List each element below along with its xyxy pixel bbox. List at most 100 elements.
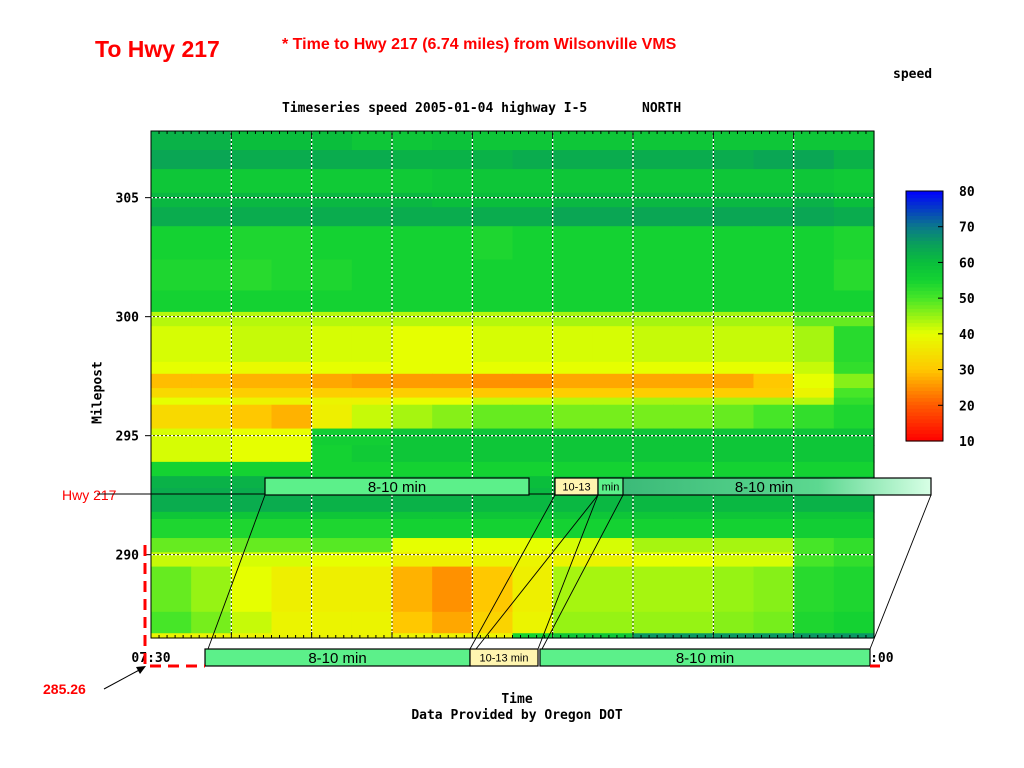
heatmap-cell bbox=[311, 169, 353, 194]
heatmap-cell bbox=[271, 461, 313, 477]
heatmap-cell bbox=[592, 633, 634, 639]
colorbar-segment bbox=[906, 423, 943, 428]
heatmap-cell bbox=[271, 445, 313, 463]
heatmap-cell bbox=[392, 518, 433, 539]
colorbar-segment bbox=[906, 437, 943, 442]
heatmap-cell bbox=[793, 326, 835, 363]
heatmap-cell bbox=[151, 488, 192, 513]
heatmap-cell bbox=[512, 361, 554, 375]
heatmap-cell bbox=[432, 566, 473, 613]
y-tick-label: 300 bbox=[116, 311, 140, 326]
heatmap-cell bbox=[793, 361, 835, 375]
heatmap-cell bbox=[512, 428, 554, 446]
heatmap-cell bbox=[311, 552, 353, 568]
colorbar-segment bbox=[906, 408, 943, 414]
colorbar-tick-label: 70 bbox=[959, 221, 975, 236]
colorbar-segment bbox=[906, 230, 943, 235]
heatmap-cell bbox=[633, 131, 674, 151]
heatmap-cell bbox=[311, 397, 353, 406]
heatmap-cell bbox=[311, 326, 353, 363]
heatmap-cell bbox=[633, 311, 674, 327]
heatmap-cell bbox=[713, 373, 755, 389]
heatmap-cell bbox=[351, 633, 393, 639]
heatmap-cell bbox=[673, 373, 714, 389]
travel-time-box-label: 8-10 min bbox=[308, 650, 366, 667]
heatmap-cell bbox=[753, 290, 795, 313]
colorbar-segment bbox=[906, 387, 943, 392]
heatmap-cell bbox=[472, 361, 514, 375]
heatmap-cell bbox=[512, 226, 554, 261]
heatmap-cell bbox=[191, 226, 232, 261]
heatmap-cell bbox=[673, 131, 714, 151]
heatmap-cell bbox=[552, 259, 594, 292]
heatmap-cell bbox=[151, 290, 192, 313]
heatmap-cell bbox=[311, 311, 353, 327]
heatmap-cell bbox=[351, 373, 393, 389]
heatmap-cell bbox=[351, 428, 393, 446]
heatmap-cell bbox=[311, 404, 353, 430]
heatmap-cell bbox=[472, 226, 514, 261]
heatmap-cell bbox=[592, 611, 634, 634]
heatmap-cell bbox=[833, 207, 875, 227]
colorbar-segment bbox=[906, 201, 943, 206]
colorbar-tick-label: 10 bbox=[959, 435, 975, 450]
heatmap-cell bbox=[793, 611, 835, 634]
heatmap-cell bbox=[793, 192, 835, 208]
heatmap-cell bbox=[633, 169, 674, 194]
colorbar-tick-label: 50 bbox=[959, 292, 975, 307]
heatmap-cell bbox=[633, 192, 674, 208]
heatmap-cell bbox=[151, 511, 192, 520]
heatmap-cell bbox=[392, 511, 433, 520]
heatmap-cell bbox=[633, 326, 674, 363]
colorbar-frame bbox=[905, 190, 944, 442]
hwy-217-label: Hwy 217 bbox=[62, 487, 117, 503]
heatmap-cell bbox=[833, 169, 875, 194]
colorbar-segment bbox=[906, 376, 943, 381]
heatmap-cell bbox=[592, 538, 634, 553]
heatmap-cell bbox=[833, 226, 875, 261]
heatmap-cell bbox=[512, 150, 554, 170]
heatmap-cell bbox=[713, 428, 755, 446]
heatmap-cell bbox=[753, 445, 795, 463]
heatmap-cell bbox=[793, 226, 835, 261]
heatmap-cell bbox=[271, 611, 313, 634]
heatmap-cell bbox=[231, 445, 273, 463]
heatmap-cell bbox=[793, 373, 835, 389]
heatmap-cell bbox=[833, 428, 875, 446]
colorbar-segment bbox=[906, 398, 943, 403]
heatmap-cell bbox=[633, 552, 674, 568]
heatmap-cell bbox=[633, 361, 674, 375]
heatmap-cell bbox=[833, 290, 875, 313]
colorbar-tick-label: 60 bbox=[959, 256, 975, 271]
connector-line bbox=[869, 494, 932, 650]
heatmap-cell bbox=[512, 192, 554, 208]
heatmap-cell bbox=[673, 397, 714, 406]
heatmap-cell bbox=[392, 207, 433, 227]
start-boundary-dashed bbox=[143, 545, 205, 668]
heatmap-cell bbox=[311, 150, 353, 170]
heatmap-cell bbox=[231, 259, 273, 292]
heatmap-cell bbox=[833, 611, 875, 634]
milepost-arrow-head bbox=[136, 666, 146, 674]
heatmap-cell bbox=[351, 207, 393, 227]
connector-line bbox=[475, 494, 599, 650]
heatmap-cell bbox=[512, 397, 554, 406]
heatmap-cell bbox=[833, 397, 875, 406]
heatmap-cell bbox=[592, 404, 634, 430]
heatmap-cell bbox=[552, 192, 594, 208]
heatmap-cell bbox=[673, 552, 714, 568]
heatmap-cell bbox=[512, 388, 554, 399]
travel-time-box-label: 8-10 min bbox=[735, 479, 793, 496]
heatmap-cell bbox=[191, 518, 232, 539]
heatmap-cell bbox=[512, 404, 554, 430]
heatmap-cell bbox=[592, 428, 634, 446]
heatmap-cell bbox=[753, 566, 795, 613]
heatmap-cell bbox=[432, 552, 473, 568]
heatmap-cell bbox=[793, 131, 835, 151]
heatmap-cell bbox=[673, 518, 714, 539]
heatmap-cell bbox=[592, 511, 634, 520]
heatmap-cell bbox=[833, 461, 875, 477]
heatmap-cell bbox=[191, 488, 232, 513]
page-heading: To Hwy 217 bbox=[95, 36, 220, 62]
colorbar-segment bbox=[906, 251, 943, 256]
